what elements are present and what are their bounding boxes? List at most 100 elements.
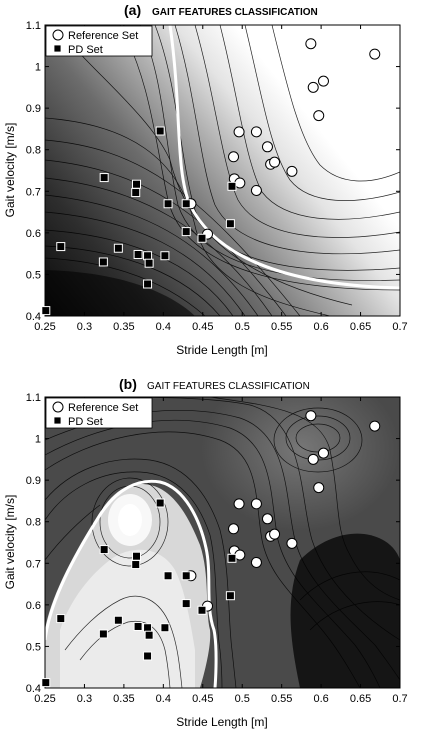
y-tick-label: 0.6 — [26, 600, 41, 612]
pd-point — [98, 257, 108, 267]
x-tick-label: 0.6 — [313, 321, 328, 333]
reference-point — [269, 156, 281, 168]
pd-point — [160, 623, 170, 633]
chart-b-title: GAIT FEATURES CLASSIFICATION — [147, 381, 310, 392]
chart-b-x-axis-label: Stride Length [m] — [176, 715, 267, 729]
pd-point — [56, 242, 66, 252]
pd-point — [99, 173, 109, 183]
y-tick-label: 0.7 — [26, 558, 41, 570]
pd-point — [155, 126, 165, 136]
chart-a-legend: Reference Set PD Set — [45, 25, 153, 57]
chart-a-legend-label-pd: PD Set — [68, 44, 103, 56]
reference-point — [313, 482, 325, 494]
reference-point — [269, 528, 281, 540]
chart-b-legend-circle-marker — [52, 401, 64, 413]
chart-b-x-axis: 0.25 0.3 0.35 0.4 0.45 0.5 0.55 0.6 0.65 0.7 — [34, 397, 408, 705]
pd-point — [155, 498, 165, 508]
chart-b-y-axis: 0.4 0.5 0.6 0.7 0.8 0.9 1 1.1 — [26, 392, 400, 695]
chart-a-y-axis: 0.4 0.5 0.6 0.7 0.8 0.9 1 1.1 — [26, 20, 400, 323]
x-tick-label: 0.7 — [392, 693, 407, 705]
x-tick-label: 0.5 — [235, 321, 250, 333]
x-tick-label: 0.35 — [113, 321, 134, 333]
reference-point — [250, 184, 262, 196]
chart-b-decision-boundary — [45, 479, 218, 688]
reference-point — [307, 81, 319, 93]
chart-a-title-prefix: (a) — [124, 2, 141, 18]
chart-b-y-axis-label: Gait velocity [m/s] — [3, 495, 17, 590]
y-tick-label: 0.8 — [26, 517, 41, 529]
y-tick-label: 1.1 — [26, 392, 41, 404]
pd-point — [56, 614, 66, 624]
pd-point — [227, 553, 237, 563]
y-tick-label: 0.8 — [26, 145, 41, 157]
pd-point — [225, 219, 235, 229]
pd-point — [181, 199, 191, 209]
pd-point — [113, 615, 123, 625]
reference-point — [369, 420, 381, 432]
reference-point — [286, 537, 298, 549]
y-tick-label: 0.4 — [26, 683, 41, 695]
y-tick-label: 1.1 — [26, 20, 41, 32]
pd-point — [160, 251, 170, 261]
pd-point — [99, 545, 109, 555]
chart-a-contour-background — [45, 25, 400, 316]
reference-point — [261, 513, 273, 525]
y-tick-label: 1 — [35, 62, 41, 74]
pd-point — [132, 179, 142, 189]
pd-point — [181, 571, 191, 581]
x-tick-label: 0.45 — [192, 693, 213, 705]
pd-point — [143, 251, 153, 261]
pd-point — [133, 621, 143, 631]
x-tick-label: 0.65 — [350, 321, 371, 333]
x-tick-label: 0.4 — [156, 321, 171, 333]
reference-point — [250, 126, 262, 138]
pd-point — [131, 560, 141, 570]
y-tick-label: 0.4 — [26, 311, 41, 323]
chart-a-legend-square-marker — [53, 44, 62, 53]
pd-point — [113, 243, 123, 253]
chart-a-title: GAIT FEATURES CLASSIFICATION — [152, 7, 318, 18]
pd-point — [143, 623, 153, 633]
x-tick-label: 0.55 — [271, 693, 292, 705]
reference-point — [250, 498, 262, 510]
reference-point — [317, 75, 329, 87]
pd-point — [133, 249, 143, 259]
x-tick-label: 0.45 — [192, 321, 213, 333]
chart-panel-b: (b) GAIT FEATURES CLASSIFICATION — [3, 376, 408, 729]
reference-point — [305, 38, 317, 50]
pd-point — [98, 629, 108, 639]
pd-point — [225, 591, 235, 601]
reference-point — [317, 447, 329, 459]
x-tick-label: 0.55 — [271, 321, 292, 333]
pd-point — [41, 306, 51, 316]
y-tick-label: 0.7 — [26, 186, 41, 198]
reference-point — [305, 410, 317, 422]
reference-point — [369, 48, 381, 60]
chart-b-legend: Reference Set PD Set — [45, 397, 153, 429]
chart-a-markers — [41, 38, 381, 316]
chart-a-x-axis-label: Stride Length [m] — [176, 343, 267, 357]
x-tick-label: 0.6 — [313, 693, 328, 705]
reference-point — [233, 498, 245, 510]
chart-b-title-prefix: (b) — [119, 376, 137, 392]
pd-point — [132, 551, 142, 561]
x-tick-label: 0.65 — [350, 693, 371, 705]
x-tick-label: 0.25 — [34, 693, 55, 705]
y-tick-label: 0.5 — [26, 269, 41, 281]
y-tick-label: 0.9 — [26, 475, 41, 487]
pd-point — [144, 630, 154, 640]
chart-a-y-axis-label: Gait velocity [m/s] — [3, 123, 17, 218]
reference-point — [286, 165, 298, 177]
chart-panel-a: (a) GAIT FEATURES CLASSIFICATION — [3, 2, 408, 357]
reference-point — [228, 151, 240, 163]
y-tick-label: 1 — [35, 434, 41, 446]
x-tick-label: 0.35 — [113, 693, 134, 705]
x-tick-label: 0.3 — [77, 321, 92, 333]
pd-point — [143, 651, 153, 661]
pd-point — [143, 279, 153, 289]
chart-a-legend-label-reference: Reference Set — [68, 30, 138, 42]
chart-a-x-axis: 0.25 0.3 0.35 0.4 0.45 0.5 0.55 0.6 0.65 0.7 — [34, 25, 408, 333]
x-tick-label: 0.7 — [392, 321, 407, 333]
chart-b-contour-background — [45, 397, 400, 688]
